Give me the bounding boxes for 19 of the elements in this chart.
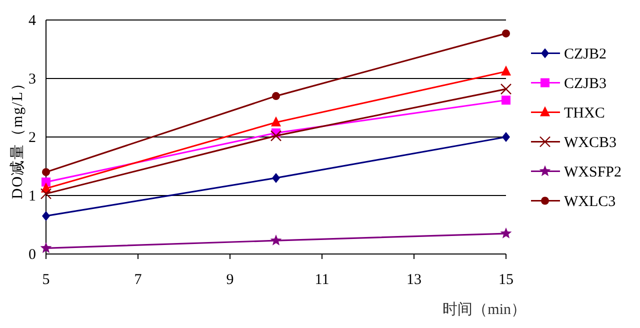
legend-label: WXCB3 [564,134,616,151]
y-tick-label: 4 [28,13,36,29]
y-tick-label: 3 [28,72,36,88]
x-axis-title: 时间（min） [442,301,526,318]
legend-label: CZJB2 [564,46,607,62]
y-tick-label: 2 [28,130,36,146]
legend-label: WXSFP2 [564,164,622,180]
x-tick-label: 11 [314,272,330,288]
y-tick-label: 1 [28,188,36,204]
y-tick-label: 0 [28,247,36,263]
x-tick-label: 15 [498,272,514,288]
legend-label: CZJB3 [564,76,607,92]
y-axis-title: DO减量（mg/L） [9,74,26,200]
x-tick-label: 9 [226,272,234,288]
x-tick-label: 5 [42,272,50,288]
legend-label: THXC [564,105,605,122]
x-tick-label: 13 [406,272,422,288]
x-tick-label: 7 [134,272,142,288]
legend-label: WXLC3 [564,194,616,210]
